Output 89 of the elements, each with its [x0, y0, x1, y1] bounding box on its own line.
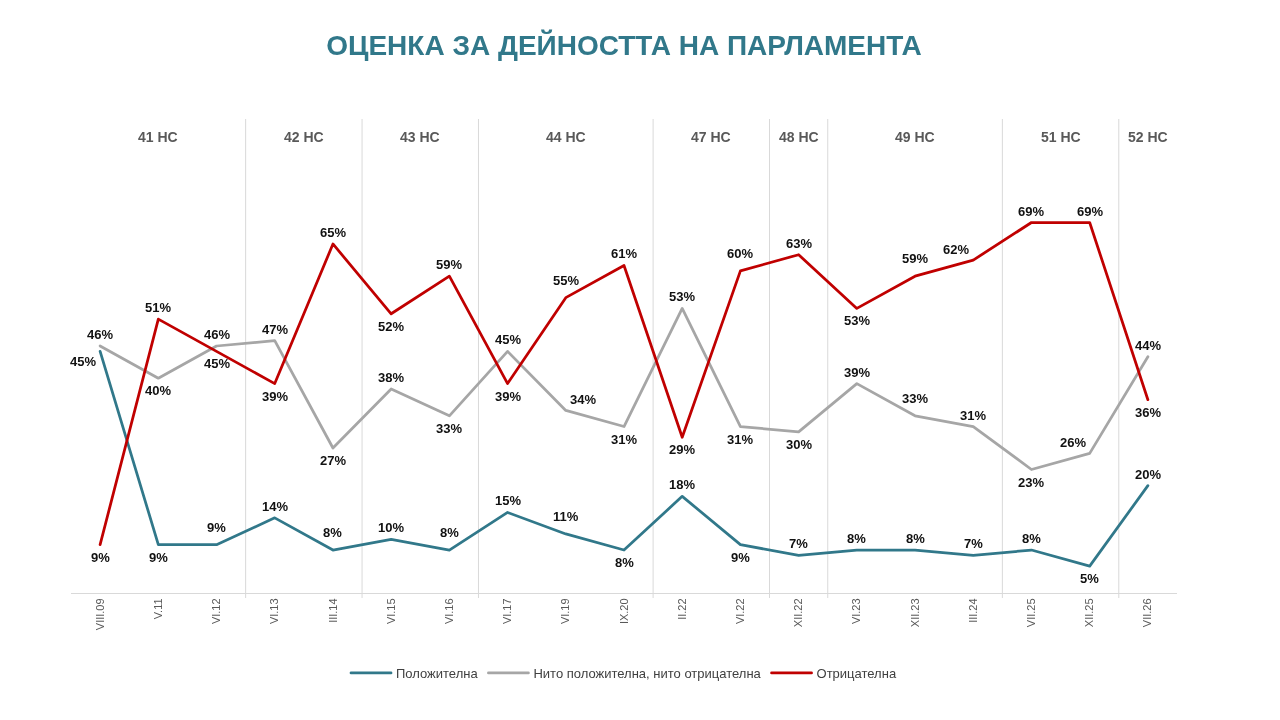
data-label: 52% — [378, 319, 405, 334]
data-label: 39% — [844, 365, 871, 380]
data-label: 20% — [1135, 467, 1162, 482]
data-label: 38% — [378, 370, 405, 385]
text: 41 НС — [138, 129, 178, 145]
x-tick-label: XII.22 — [792, 598, 805, 628]
data-label: 34% — [570, 392, 597, 407]
data-label: 36% — [1135, 405, 1162, 420]
data-label: 9% — [91, 550, 111, 565]
text: 47 НС — [691, 129, 731, 145]
x-tick-label: III.24 — [966, 598, 979, 623]
data-label: 60% — [727, 246, 754, 261]
data-label: 10% — [378, 520, 405, 535]
data-label: 45% — [204, 356, 231, 371]
x-tick-label: VI.19 — [559, 598, 572, 625]
data-label: 39% — [262, 389, 289, 404]
x-tick-label: XII.25 — [1083, 598, 1096, 628]
data-label: 51% — [145, 300, 172, 315]
data-label: 7% — [964, 536, 984, 551]
x-tick-label: VI.15 — [384, 598, 397, 625]
chart-title: ОЦЕНКА ЗА ДЕЙНОСТТА НА ПАРЛАМЕНТА — [326, 28, 922, 61]
data-label: 65% — [320, 225, 347, 240]
data-label: 7% — [789, 536, 809, 551]
x-tick-label: III.14 — [326, 598, 339, 623]
data-label: 8% — [323, 525, 343, 540]
x-tick-label: XII.23 — [908, 598, 921, 628]
data-label: 9% — [731, 550, 751, 565]
x-tick-label: VI.22 — [733, 598, 746, 625]
x-tick-label: VI.12 — [210, 598, 223, 625]
data-label: 55% — [553, 273, 580, 288]
x-tick-label: II.22 — [675, 598, 688, 620]
text: 43 НС — [400, 129, 440, 145]
data-label: 33% — [902, 391, 929, 406]
data-label: 46% — [87, 327, 114, 342]
data-label: 47% — [262, 322, 289, 337]
text: 44 НС — [546, 129, 586, 145]
data-label: 31% — [727, 432, 754, 447]
x-tick-label: V.11 — [151, 598, 164, 620]
data-label: 27% — [320, 453, 347, 468]
x-tick-label: VI.13 — [268, 598, 281, 625]
data-label: 33% — [436, 421, 463, 436]
text: 49 НС — [895, 129, 935, 145]
data-label: 31% — [960, 408, 987, 423]
data-label: 9% — [207, 520, 227, 535]
x-tick-label: IX.20 — [617, 598, 630, 625]
data-label: 61% — [611, 246, 638, 261]
data-label: 31% — [611, 432, 638, 447]
data-label: 46% — [204, 327, 231, 342]
data-label: 44% — [1135, 338, 1162, 353]
data-label: 59% — [902, 251, 929, 266]
data-label: 23% — [1018, 475, 1045, 490]
data-label: 26% — [1060, 435, 1087, 450]
data-label: 8% — [1022, 531, 1042, 546]
data-label: 45% — [495, 332, 522, 347]
data-label: 62% — [943, 242, 970, 257]
x-tick-label: VII.25 — [1025, 598, 1038, 628]
text: 52 НС — [1128, 129, 1168, 145]
data-label: 8% — [906, 531, 926, 546]
data-label: 8% — [847, 531, 867, 546]
data-label: 15% — [495, 493, 522, 508]
data-label: 29% — [669, 442, 696, 457]
data-label: 9% — [149, 550, 169, 565]
x-tick-label: VII.26 — [1141, 598, 1154, 628]
data-label: 59% — [436, 257, 463, 272]
data-label: 39% — [495, 389, 522, 404]
text: 51 НС — [1041, 129, 1081, 145]
data-label: 5% — [1080, 571, 1100, 586]
data-label: 63% — [786, 236, 813, 251]
data-label: 14% — [262, 499, 289, 514]
x-tick-label: VIII.09 — [93, 598, 106, 631]
data-label: 8% — [615, 555, 635, 570]
text: 42 НС — [284, 129, 324, 145]
data-label: 30% — [786, 437, 813, 452]
x-tick-label: VI.17 — [501, 598, 514, 625]
x-tick-label: VI.16 — [442, 598, 455, 625]
data-label: 69% — [1077, 204, 1104, 219]
x-tick-label: VI.23 — [850, 598, 863, 625]
data-label: 45% — [70, 354, 97, 369]
legend-label: Отрицателна — [816, 666, 897, 682]
data-label: 53% — [844, 313, 871, 328]
data-label: 53% — [669, 289, 696, 304]
data-label: 11% — [553, 509, 579, 524]
text: 48 НС — [779, 129, 819, 145]
legend-label: Положителна — [396, 666, 479, 682]
data-label: 40% — [145, 383, 172, 398]
data-label: 69% — [1018, 204, 1045, 219]
data-label: 18% — [669, 477, 696, 492]
data-label: 8% — [440, 525, 460, 540]
legend-label: Нито положителна, нито отрицателна — [533, 666, 762, 682]
